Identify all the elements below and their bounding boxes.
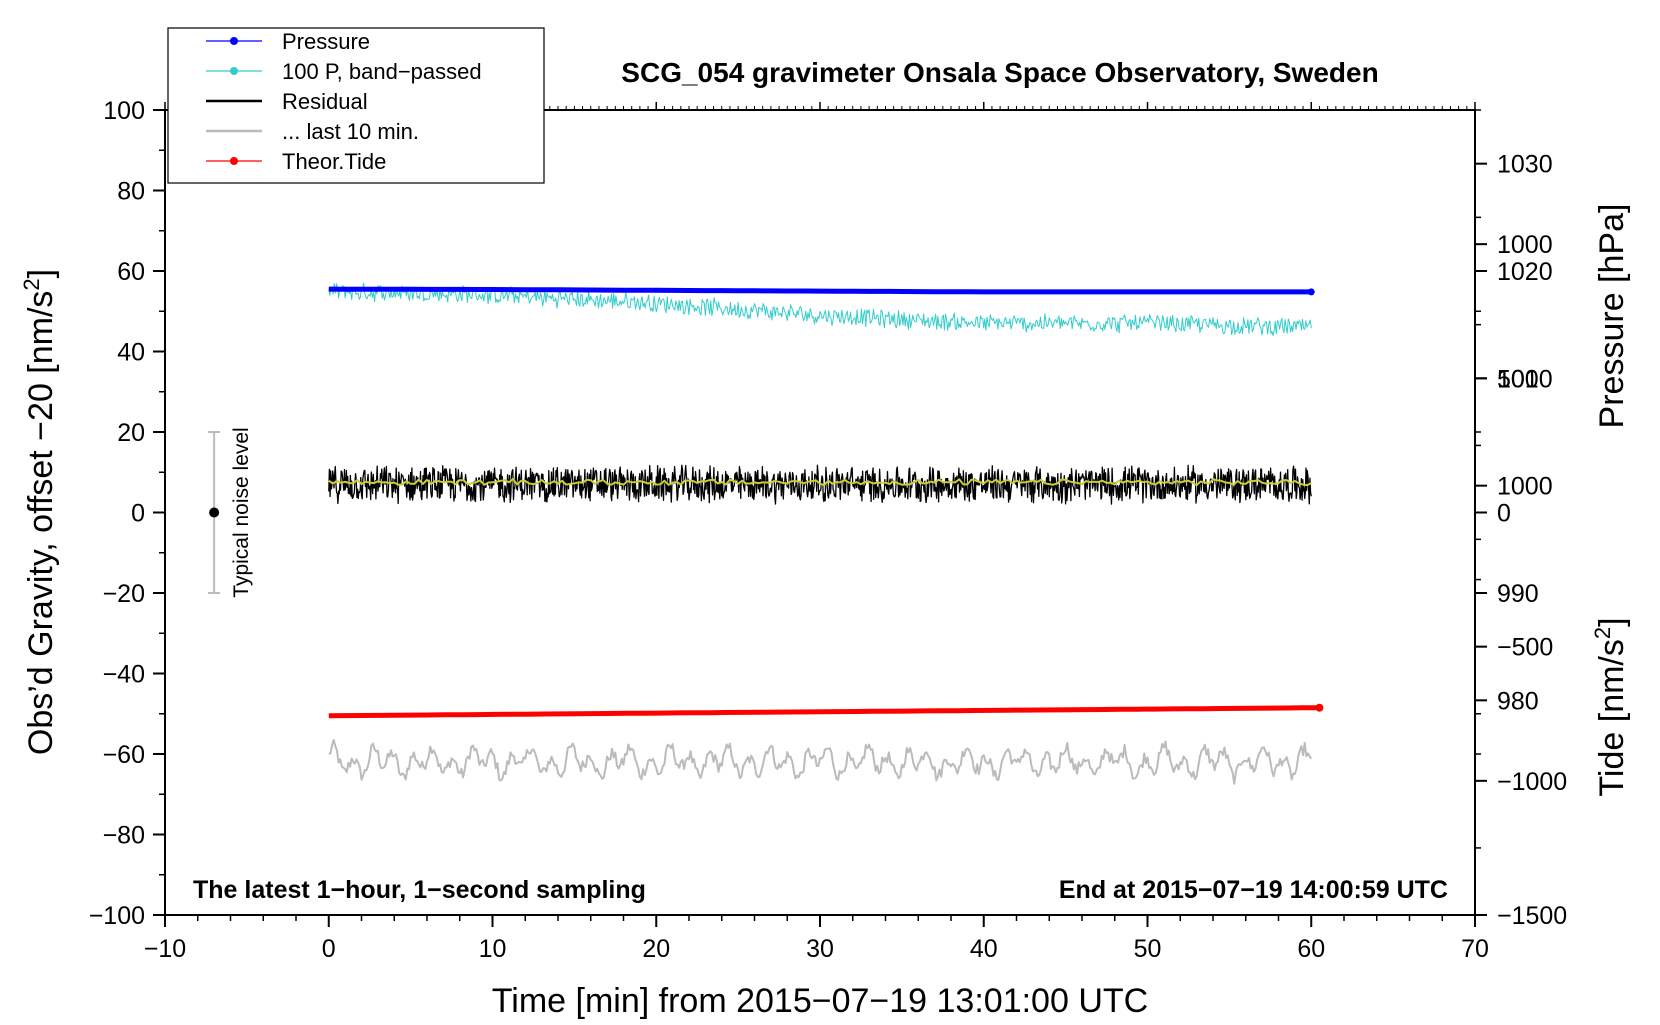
y-left-tick-label: −80	[103, 822, 145, 850]
y-axis-left-label: Obs’d Gravity, offset −20 [nm/s2]	[19, 269, 60, 755]
noise-label: Typical noise level	[230, 427, 253, 597]
plot-frame	[164, 109, 1476, 916]
pressure-tick-label: 990	[1497, 580, 1539, 608]
pressure-tick-label: 1020	[1497, 258, 1553, 286]
annotation-bottom-right: End at 2015−07−19 14:00:59 UTC	[1059, 876, 1448, 904]
y-axis-tide-label-text: Tide [nm/s	[1593, 639, 1631, 796]
y-left-tick-label: 20	[117, 419, 145, 447]
pressure-tick-label: 980	[1497, 687, 1539, 715]
x-tick-label: 70	[1461, 935, 1489, 963]
y-left-tick-label: −40	[103, 661, 145, 689]
noise-bar-center	[209, 507, 220, 518]
pressure-tick-label: 1010	[1497, 365, 1553, 393]
pressure-tick-label: 1030	[1497, 151, 1553, 179]
tide-tick-label: 500	[1497, 365, 1539, 393]
y-axis-right-ticks: 980 990 1000 1010 1020 1030 −1500 −1000 −500 0 500…	[1475, 109, 1567, 930]
y-left-tick-label: 60	[117, 258, 145, 286]
x-axis-ticks: −10 0 10 20 30 40 50 60 70	[144, 102, 1489, 963]
tide-tick-label: 1000	[1497, 231, 1553, 259]
y-left-tick-label: −60	[103, 741, 145, 769]
legend-label: Pressure	[282, 29, 370, 54]
y-left-tick-label: 80	[117, 178, 145, 206]
x-tick-label: 60	[1297, 935, 1325, 963]
residual-series	[328, 464, 1312, 505]
pressure-endpoint-marker	[1307, 288, 1315, 296]
x-tick-label: 0	[322, 935, 336, 963]
legend-label: ... last 10 min.	[282, 119, 419, 144]
tide-tick-label: −1500	[1497, 902, 1567, 930]
annotation-bottom-left: The latest 1−hour, 1−second sampling	[193, 876, 646, 904]
y-axis-tide-label: Tide [nm/s2]	[1590, 617, 1631, 796]
legend-marker	[230, 67, 238, 75]
legend-items: Pressure 100 P, band−passed Residual ... la…	[206, 29, 482, 174]
x-tick-label: −10	[144, 935, 186, 963]
tide-tick-label: 0	[1497, 500, 1511, 528]
y-axis-tide-label-tail: ]	[1593, 617, 1631, 626]
y-axis-left-label-text: Obs’d Gravity, offset −20 [nm/s	[22, 291, 60, 756]
tide-tick-label: −1000	[1497, 768, 1567, 796]
y-left-tick-label: −100	[89, 902, 145, 930]
legend-marker	[230, 157, 238, 165]
y-left-tick-label: 40	[117, 339, 145, 367]
pressure-series	[328, 286, 1312, 295]
x-tick-label: 20	[642, 935, 670, 963]
x-tick-label: 40	[970, 935, 998, 963]
series-layer	[328, 282, 1324, 785]
legend: Pressure 100 P, band−passed Residual ... la…	[167, 27, 545, 184]
legend-label: Residual	[282, 89, 368, 114]
chart-title: SCG_054 gravimeter Onsala Space Observat…	[621, 57, 1378, 88]
y-axis-left-label-sup: 2	[19, 278, 44, 290]
y-axis-left-ticks: −100 −80 −60 −40 −20 0 20 40 60 80 100	[89, 97, 165, 930]
tide-tick-label: −500	[1497, 634, 1553, 662]
x-axis-label: Time [min] from 2015−07−19 13:01:00 UTC	[492, 982, 1148, 1020]
x-tick-label: 30	[806, 935, 834, 963]
y-axis-tide-label-sup: 2	[1590, 627, 1615, 639]
last-10-min-series	[328, 739, 1313, 785]
y-axis-left-label-tail: ]	[22, 269, 60, 278]
pressure-tick-label: 1000	[1497, 473, 1553, 501]
y-axis-pressure-label: Pressure [hPa]	[1593, 204, 1631, 429]
smoothed-residual-series	[328, 478, 1312, 487]
legend-box	[167, 27, 545, 184]
y-left-tick-label: 100	[103, 97, 145, 125]
noise-bar: Typical noise level	[208, 427, 253, 598]
x-tick-label: 10	[479, 935, 507, 963]
legend-marker	[230, 37, 238, 45]
y-left-tick-label: −20	[103, 580, 145, 608]
y-left-tick-label: 0	[131, 500, 145, 528]
x-tick-label: 50	[1134, 935, 1162, 963]
tide-series	[328, 705, 1320, 719]
legend-label: 100 P, band−passed	[282, 59, 482, 84]
legend-label: Theor.Tide	[282, 149, 386, 174]
tide-endpoint-marker	[1315, 703, 1324, 712]
